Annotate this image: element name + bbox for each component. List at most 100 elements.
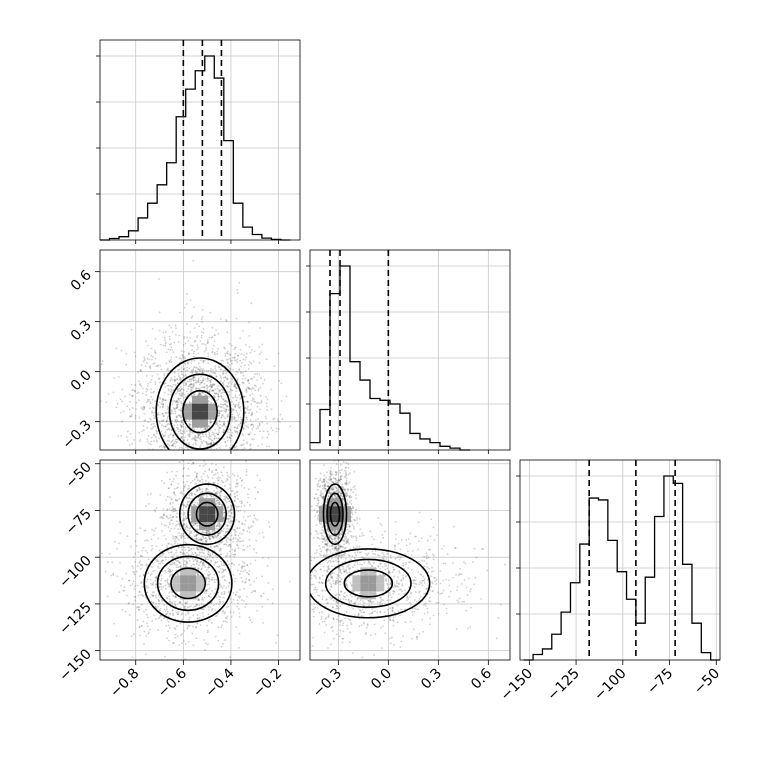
sample-point [254,559,257,562]
sample-point [180,373,183,376]
sample-point [247,433,250,436]
sample-point [423,577,426,580]
sample-point [161,398,164,401]
sample-point [91,361,93,363]
sample-point [200,453,202,455]
sample-point [176,400,179,403]
sample-point [134,552,136,555]
sample-point [156,560,159,563]
sample-point [193,340,196,343]
sample-point [158,586,161,589]
sample-point [226,416,229,418]
sample-point [98,449,100,451]
sample-point [402,562,404,565]
sample-point [237,595,240,598]
sample-point [231,520,234,523]
sample-point [149,381,152,384]
sample-point [174,559,177,562]
sample-point [171,609,174,612]
sample-point [220,455,222,457]
sample-point [218,522,221,525]
sample-point [200,359,202,362]
sample-point [236,485,239,488]
sample-point [206,443,208,446]
sample-point [248,382,250,385]
sample-point [207,577,210,580]
sample-point [215,578,218,581]
sample-point [377,565,379,568]
sample-point [230,508,233,510]
sample-point [200,555,203,557]
sample-point [365,553,367,555]
sample-point [176,424,179,426]
sample-point [323,486,325,489]
sample-point [222,429,225,431]
sample-point [181,509,184,511]
sample-point [196,489,199,492]
sample-point [213,392,216,394]
sample-point [199,455,201,457]
sample-point [190,497,192,500]
sample-point [226,554,229,557]
sample-point [143,419,146,422]
sample-point [428,596,431,599]
sample-point [234,553,237,556]
sample-point [178,420,181,423]
sample-point [149,417,151,420]
sample-point [189,384,191,386]
sample-point [207,605,210,608]
sample-point [147,421,150,423]
sample-point [130,328,133,331]
sample-point [185,560,187,563]
sample-point [194,504,196,507]
sample-point [233,385,235,388]
sample-point [268,525,271,528]
sample-point [201,541,204,543]
sample-point [173,484,175,486]
sample-point [174,633,177,636]
sample-point [159,381,161,384]
sample-point [171,349,174,351]
sample-point [226,506,229,509]
sample-point [214,367,216,370]
sample-point [255,427,258,430]
sample-point [163,492,165,494]
sample-point [345,481,348,484]
sample-point [355,497,358,500]
sample-point [206,588,209,591]
sample-point [224,376,227,379]
sample-point [220,490,222,493]
sample-point [183,504,186,507]
sample-point [249,394,252,397]
sample-point [169,601,171,604]
sample-point [162,403,164,406]
sample-point [210,578,213,581]
sample-point [226,378,229,381]
sample-point [145,608,147,611]
sample-point [177,427,179,429]
sample-point [238,612,241,615]
sample-point [254,419,257,421]
sample-point [174,456,176,458]
sample-point [207,400,210,403]
sample-point [223,454,225,456]
sample-point [207,362,210,364]
sample-point [222,569,225,572]
sample-point [260,400,263,403]
sample-point [165,419,168,422]
sample-point [199,488,201,490]
sample-point [250,302,253,305]
sample-point [196,560,199,563]
sample-point [208,469,211,472]
sample-point [212,439,214,442]
sample-point [343,547,346,550]
sample-point [164,471,166,473]
sample-point [151,456,153,458]
sample-point [150,488,152,490]
sample-point [175,378,178,381]
sample-point [222,423,225,425]
sample-point [217,414,220,417]
sample-point [188,624,191,627]
sample-point [148,479,150,481]
sample-point [177,414,180,417]
